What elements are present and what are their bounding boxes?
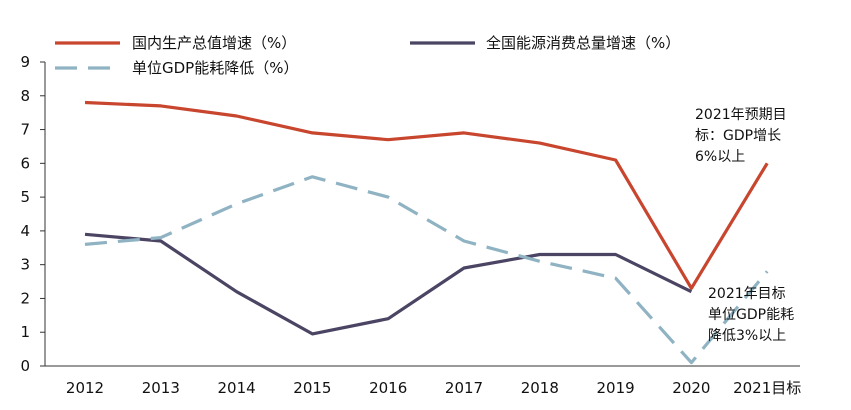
x-axis: 2012 2013 2014 2015 2016 2017 2018 2019 2020 2021… <box>45 365 801 397</box>
x-tick-label: 2018 <box>521 379 559 397</box>
y-tick-label: 0 <box>20 357 30 375</box>
y-tick-label: 9 <box>20 53 30 71</box>
legend-item-2: 单位GDP能耗降低（%） <box>55 59 298 77</box>
x-tick-label: 2017 <box>445 379 483 397</box>
annotation-line: 2021年预期目 <box>695 107 787 123</box>
x-tick-label: 2020 <box>672 379 710 397</box>
legend-item-0: 国内生产总值增速（%） <box>55 34 296 52</box>
y-tick-label: 1 <box>20 323 30 341</box>
y-tick-label: 7 <box>20 121 30 139</box>
legend-label: 全国能源消费总量增速（%） <box>486 34 680 52</box>
legend-label: 国内生产总值增速（%） <box>132 34 296 52</box>
annotation-line: 降低3%以上 <box>708 328 786 344</box>
y-tick-label: 3 <box>20 256 30 274</box>
y-tick-label: 4 <box>20 222 30 240</box>
x-tick-label: 2019 <box>597 379 635 397</box>
y-tick-label: 2 <box>20 289 30 307</box>
x-tick-label: 2015 <box>293 379 331 397</box>
annotation-line: 2021年目标 <box>708 286 786 302</box>
series-lines <box>84 100 769 365</box>
legend: 国内生产总值增速（%） 全国能源消费总量增速（%） 单位GDP能耗降低（%） <box>55 34 680 77</box>
series-line-2 <box>84 175 769 365</box>
x-tick-label: 2021目标 <box>733 379 801 397</box>
annotation-line: 标：GDP增长 <box>695 128 781 144</box>
legend-item-1: 全国能源消费总量增速（%） <box>410 34 680 52</box>
legend-label: 单位GDP能耗降低（%） <box>132 59 298 77</box>
annotation-line: 单位GDP能耗 <box>708 307 794 323</box>
x-tick-label: 2013 <box>142 379 180 397</box>
series-line-0 <box>84 100 769 290</box>
y-tick-label: 6 <box>20 154 30 172</box>
x-tick-label: 2012 <box>66 379 104 397</box>
series-line-1 <box>84 232 693 336</box>
x-tick-label: 2014 <box>218 379 256 397</box>
x-tick-label: 2016 <box>369 379 407 397</box>
y-tick-label: 5 <box>20 188 30 206</box>
annotation-line: 6%以上 <box>695 149 745 165</box>
y-axis: 0 1 2 3 4 5 6 7 8 9 <box>20 53 46 375</box>
y-tick-label: 8 <box>20 87 30 105</box>
